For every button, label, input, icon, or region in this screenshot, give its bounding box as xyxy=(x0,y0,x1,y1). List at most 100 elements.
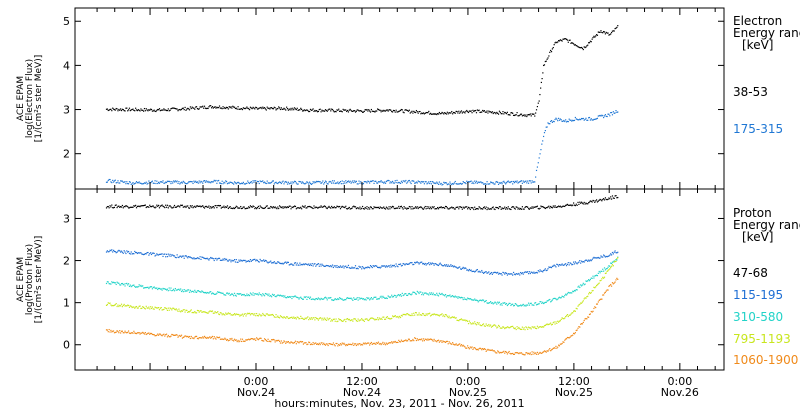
data-point xyxy=(219,338,222,340)
data-point xyxy=(590,118,592,120)
data-point xyxy=(282,180,284,182)
data-point xyxy=(203,180,206,182)
data-point xyxy=(537,353,539,355)
data-point xyxy=(257,180,259,183)
data-point xyxy=(588,42,590,44)
data-point xyxy=(604,291,606,293)
data-point xyxy=(144,331,146,334)
data-point xyxy=(471,112,473,114)
data-point xyxy=(331,320,334,322)
data-point xyxy=(590,41,592,43)
data-point xyxy=(394,266,396,268)
data-point xyxy=(339,180,342,183)
data-point xyxy=(599,257,601,259)
data-point xyxy=(236,340,238,343)
data-point xyxy=(108,178,110,181)
data-point xyxy=(372,180,374,182)
y-tick-label: 5 xyxy=(63,15,70,28)
data-point xyxy=(174,180,176,182)
data-point xyxy=(106,206,108,208)
data-point xyxy=(305,109,307,111)
data-point xyxy=(169,336,171,338)
data-point xyxy=(188,311,190,313)
data-point xyxy=(557,120,559,122)
data-point xyxy=(448,315,450,317)
data-point xyxy=(434,113,436,115)
data-point xyxy=(248,108,250,110)
data-point xyxy=(559,297,561,299)
data-point xyxy=(443,113,445,115)
data-point xyxy=(375,206,377,208)
data-point xyxy=(259,205,261,207)
data-point xyxy=(609,268,611,270)
data-point xyxy=(416,261,418,263)
data-point xyxy=(259,258,261,261)
data-point xyxy=(513,114,516,117)
data-point xyxy=(385,109,388,111)
data-point xyxy=(242,259,244,261)
data-point xyxy=(200,291,202,293)
data-point xyxy=(475,269,478,271)
data-point xyxy=(223,181,225,183)
data-point xyxy=(599,280,601,282)
data-point xyxy=(555,266,557,268)
data-point xyxy=(195,106,197,108)
data-point xyxy=(589,278,591,281)
data-point xyxy=(125,205,127,207)
data-point xyxy=(389,342,391,344)
data-point xyxy=(523,354,525,356)
data-point xyxy=(243,259,245,262)
data-point xyxy=(413,180,415,182)
data-point xyxy=(421,180,423,183)
data-point xyxy=(272,262,274,264)
data-point xyxy=(576,289,578,291)
data-point xyxy=(109,205,111,207)
data-point xyxy=(238,207,240,209)
data-point xyxy=(357,299,359,301)
data-point xyxy=(207,206,209,208)
data-point xyxy=(169,289,171,291)
data-point xyxy=(559,320,561,322)
data-point xyxy=(396,316,398,318)
data-point xyxy=(405,263,407,265)
data-point xyxy=(612,261,614,263)
data-point xyxy=(321,181,323,184)
data-point xyxy=(381,207,383,209)
data-point xyxy=(616,277,618,279)
data-point xyxy=(293,342,295,344)
data-point xyxy=(218,313,221,316)
legend-title: Electron xyxy=(733,14,782,28)
data-point xyxy=(499,206,501,208)
data-point xyxy=(453,296,456,298)
data-point xyxy=(539,269,541,271)
data-point xyxy=(454,112,456,114)
data-point xyxy=(610,285,613,287)
data-point xyxy=(585,46,587,48)
data-point xyxy=(558,40,561,42)
data-point xyxy=(107,109,109,112)
data-point xyxy=(374,207,376,209)
data-point xyxy=(414,261,416,264)
data-point xyxy=(491,207,493,209)
data-point xyxy=(436,313,438,316)
data-point xyxy=(526,182,528,184)
data-point xyxy=(241,293,244,296)
data-point xyxy=(579,326,581,328)
data-point xyxy=(533,181,535,183)
data-point xyxy=(589,292,591,294)
data-point xyxy=(337,205,339,208)
data-point xyxy=(402,180,404,182)
data-point xyxy=(573,289,576,292)
data-point xyxy=(168,110,170,112)
data-point xyxy=(481,324,483,327)
data-point xyxy=(330,181,332,183)
data-point xyxy=(545,60,547,62)
data-point xyxy=(134,332,136,334)
data-point xyxy=(600,30,602,32)
data-point xyxy=(362,111,365,113)
data-point xyxy=(515,273,517,275)
data-point xyxy=(329,206,331,209)
data-point xyxy=(540,87,542,89)
data-point xyxy=(230,314,232,316)
data-point xyxy=(299,109,301,111)
